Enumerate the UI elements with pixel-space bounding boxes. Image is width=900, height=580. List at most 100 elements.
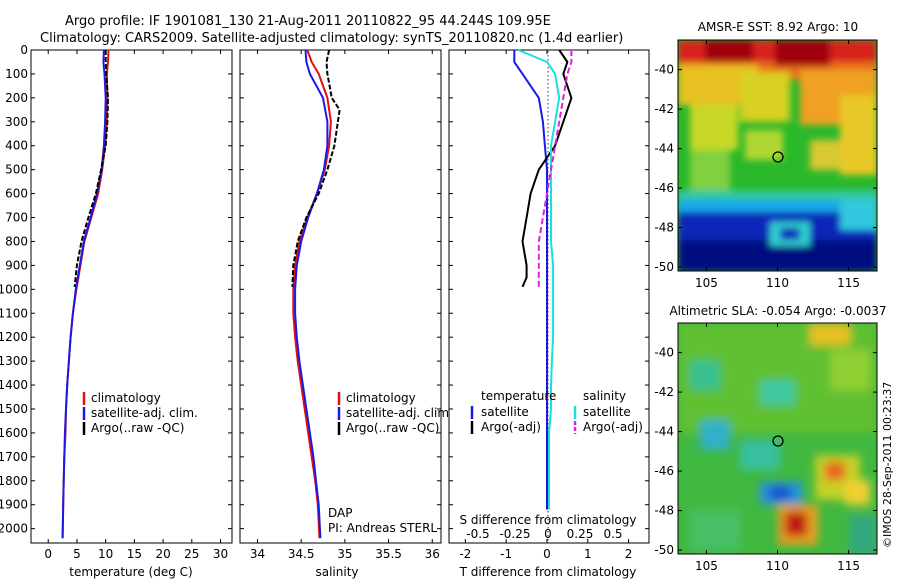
temperature-axis-label: temperature (deg C) bbox=[69, 565, 192, 579]
depth-tick-label: 1300 bbox=[0, 354, 28, 368]
x-tick-label: 0 bbox=[543, 547, 551, 561]
lat-tick-label: -50 bbox=[654, 260, 674, 274]
s-tick-label: -0.25 bbox=[499, 527, 530, 541]
s-tick-label: -0.5 bbox=[466, 527, 489, 541]
depth-tick-label: 600 bbox=[5, 187, 28, 201]
figure-title-line1: Argo profile: IF 1901081_130 21-Aug-2011… bbox=[65, 14, 551, 29]
series-line-satellite-adj-clim bbox=[294, 49, 329, 539]
series-line-argo-raw-qc bbox=[291, 49, 341, 287]
salinity-series bbox=[291, 49, 341, 539]
lat-tick-label: -44 bbox=[654, 142, 674, 156]
x-tick-label: -2 bbox=[459, 547, 471, 561]
x-tick-label: 35 bbox=[337, 547, 352, 561]
salinity-axis-label: salinity bbox=[315, 565, 358, 579]
x-tick-label: 1 bbox=[584, 547, 592, 561]
sla-longitude-ticks: 105 110 115 bbox=[695, 323, 860, 573]
x-tick-label: 5 bbox=[73, 547, 81, 561]
sla-heatmap-image bbox=[678, 323, 877, 554]
depth-tick-label: 1000 bbox=[0, 282, 28, 296]
series-line-temperature-satellite bbox=[513, 50, 548, 510]
series-line-satellite-adj-clim bbox=[61, 49, 107, 539]
legend-label-satellite: satellite-adj. clim. bbox=[346, 406, 453, 420]
series-line-argo-raw-qc bbox=[73, 50, 109, 288]
depth-tick-label: 0 bbox=[20, 43, 28, 57]
lon-tick-label: 105 bbox=[695, 276, 718, 290]
lat-tick-label: -40 bbox=[654, 63, 674, 77]
x-tick-label: 36 bbox=[425, 547, 440, 561]
lon-tick-label: 105 bbox=[695, 559, 718, 573]
depth-tick-label: 800 bbox=[5, 234, 28, 248]
x-tick-label: 34.5 bbox=[288, 547, 315, 561]
depth-tick-label: 500 bbox=[5, 163, 28, 177]
s-difference-tick-labels: -0.5 -0.25 0 0.25 0.5 bbox=[466, 527, 622, 541]
depth-tick-label: 1200 bbox=[0, 330, 28, 344]
difference-panel: -2 -1 0 1 2 temperature salinity satellite A… bbox=[448, 49, 650, 579]
lat-tick-label: -48 bbox=[654, 504, 674, 518]
depth-tick-label: 1400 bbox=[0, 378, 28, 392]
argo-location-marker bbox=[772, 435, 784, 447]
depth-tick-labels: 0 100 200 300 400 500 600 700 800 900 1000 1100 1200… bbox=[0, 43, 232, 536]
x-tick-label: 35.5 bbox=[375, 547, 402, 561]
temperature-tick-labels: 0 5 10 15 20 25 30 bbox=[44, 50, 228, 561]
sst-map-title: AMSR-E SST: 8.92 Argo: 10 bbox=[698, 20, 858, 34]
legend-label-argo: Argo(..raw -QC) bbox=[346, 421, 439, 435]
s-tick-label: 0.5 bbox=[603, 527, 622, 541]
depth-tick-label: 1800 bbox=[0, 474, 28, 488]
depth-tick-label: 100 bbox=[5, 67, 28, 81]
legend-label-sal-satellite: satellite bbox=[583, 405, 631, 419]
depth-tick-label: 1700 bbox=[0, 450, 28, 464]
sla-latitude-ticks: -40 -42 -44 -46 -48 -50 bbox=[654, 346, 877, 557]
legend-label-sal-argo: Argo(-adj) bbox=[583, 420, 643, 434]
temperature-axes-frame bbox=[30, 49, 233, 544]
legend-group-salinity: salinity bbox=[583, 389, 626, 403]
legend-label-temp-satellite: satellite bbox=[481, 405, 529, 419]
depth-tick-label: 1600 bbox=[0, 426, 28, 440]
legend-label-temp-argo: Argo(-adj) bbox=[481, 420, 541, 434]
legend-label-argo: Argo(..raw -QC) bbox=[91, 421, 184, 435]
x-tick-label: 20 bbox=[155, 547, 170, 561]
dap-annotation: DAP bbox=[328, 506, 352, 520]
x-tick-label: 25 bbox=[184, 547, 199, 561]
s-tick-label: 0.25 bbox=[567, 527, 594, 541]
salinity-axes-frame bbox=[239, 49, 442, 544]
t-difference-tick-labels: -2 -1 0 1 2 bbox=[459, 50, 632, 561]
x-tick-label: 2 bbox=[625, 547, 633, 561]
sst-longitude-ticks: 105 110 115 bbox=[695, 40, 860, 290]
s-tick-label: 0 bbox=[544, 527, 552, 541]
salinity-legend: climatology satellite-adj. clim. Argo(..… bbox=[337, 391, 453, 435]
lon-tick-label: 110 bbox=[766, 559, 789, 573]
lat-tick-label: -42 bbox=[654, 385, 674, 399]
depth-tick-label: 300 bbox=[5, 115, 28, 129]
lat-tick-label: -42 bbox=[654, 102, 674, 116]
legend-label-climatology: climatology bbox=[346, 391, 416, 405]
salinity-tick-labels: 34 34.5 35 35.5 36 bbox=[250, 50, 440, 561]
depth-tick-label: 2000 bbox=[0, 522, 28, 536]
x-tick-label: 15 bbox=[127, 547, 142, 561]
salinity-depth-ticks bbox=[240, 49, 441, 530]
figure-title-line2: Climatology: CARS2009. Satellite-adjuste… bbox=[40, 31, 623, 46]
lat-tick-label: -50 bbox=[654, 543, 674, 557]
legend-label-satellite: satellite-adj. clim. bbox=[91, 406, 198, 420]
lat-tick-label: -40 bbox=[654, 346, 674, 360]
depth-tick-label: 1900 bbox=[0, 498, 28, 512]
legend-label-climatology: climatology bbox=[91, 391, 161, 405]
sst-heatmap-image bbox=[678, 40, 877, 271]
sla-map-title: Altimetric SLA: -0.054 Argo: -0.0037 bbox=[669, 304, 886, 318]
t-difference-axis-label: T difference from climatology bbox=[459, 565, 637, 579]
imos-credit: ©IMOS 28-Sep-2011 00:23:37 bbox=[881, 382, 894, 548]
depth-tick-label: 1500 bbox=[0, 402, 28, 416]
depth-tick-label: 400 bbox=[5, 139, 28, 153]
sst-map-panel: AMSR-E SST: 8.92 Argo: 10 bbox=[654, 20, 878, 290]
lon-tick-label: 115 bbox=[837, 559, 860, 573]
lon-tick-label: 115 bbox=[837, 276, 860, 290]
difference-legend: temperature salinity satellite Argo(-adj… bbox=[470, 389, 643, 434]
pi-annotation: PI: Andreas STERL bbox=[328, 521, 437, 535]
lat-tick-label: -44 bbox=[654, 425, 674, 439]
x-tick-label: 10 bbox=[98, 547, 113, 561]
series-line-climatology bbox=[292, 49, 332, 539]
depth-tick-label: 700 bbox=[5, 211, 28, 225]
depth-tick-label: 900 bbox=[5, 258, 28, 272]
argo-location-marker bbox=[772, 151, 784, 163]
lon-tick-label: 110 bbox=[766, 276, 789, 290]
